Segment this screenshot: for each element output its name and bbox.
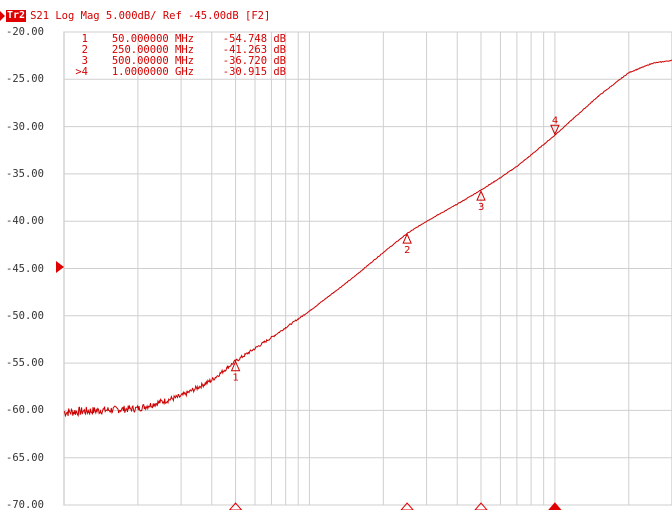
horizontal-gridlines (64, 31, 672, 506)
marker-row: 2 250.00000 MHz -41.263 dB (66, 45, 286, 56)
marker-value: -30.915 dB (222, 66, 286, 78)
marker-number: 2 (404, 245, 410, 256)
y-tick-label: -40.00 (6, 215, 44, 228)
y-tick-label: -35.00 (6, 167, 44, 180)
s21-trace (63, 59, 672, 418)
marker-triangle (230, 360, 241, 372)
y-tick-label: -60.00 (6, 404, 44, 417)
bottom-marker-layer (228, 502, 562, 510)
marker-number: 3 (478, 202, 484, 213)
bottom-marker-indicator (228, 502, 243, 510)
marker-frequency: 50.000000 MHz (111, 33, 194, 45)
marker-id: 2 (81, 44, 88, 56)
marker-number: 4 (552, 115, 558, 126)
marker-triangle (402, 232, 412, 244)
marker-id: 1 (81, 33, 88, 45)
marker-layer: 1 2 3 4 (230, 115, 560, 384)
y-tick-label: -50.00 (6, 309, 44, 322)
bottom-marker-indicator (548, 502, 562, 510)
marker-frequency: 1.0000000 GHz (111, 66, 194, 78)
marker-triangle (550, 124, 560, 136)
bottom-marker-indicator (400, 502, 414, 510)
y-tick-label: -45.00 (6, 262, 44, 275)
marker-number: 1 (233, 373, 239, 384)
vertical-gridlines (137, 32, 630, 505)
marker-triangle (476, 189, 486, 201)
marker-row: 1 50.000000 MHz -54.748 dB (66, 34, 286, 45)
marker-table: 1 50.000000 MHz -54.748 dB 2 250.00000 M… (66, 34, 286, 78)
marker-row: >4 1.0000000 GHz -30.915 dB (66, 67, 286, 78)
trace-badge[interactable]: Tr2 (6, 9, 27, 22)
y-tick-label: -20.00 (6, 26, 44, 38)
active-trace-arrow-icon (0, 10, 5, 21)
reference-level-arrow[interactable] (56, 261, 64, 273)
marker-value: -41.263 dB (222, 44, 286, 56)
trace-header[interactable]: Tr2 S21 Log Mag 5.000dB/ Ref -45.00dB [F… (0, 9, 270, 22)
marker-row: 3 500.00000 MHz -36.720 dB (66, 56, 286, 67)
y-tick-label: -25.00 (6, 73, 44, 86)
y-tick-label: -30.00 (6, 120, 44, 133)
y-tick-label: -70.00 (6, 499, 44, 511)
bottom-marker-indicator (474, 502, 488, 510)
y-tick-label: -55.00 (6, 357, 44, 370)
marker-id: >4 (75, 66, 88, 78)
marker-value: -36.720 dB (222, 55, 286, 67)
marker-id: 3 (81, 55, 88, 67)
trace-header-text: S21 Log Mag 5.000dB/ Ref -45.00dB [F2] (30, 9, 271, 22)
marker-value: -54.748 dB (222, 33, 286, 45)
marker-frequency: 500.00000 MHz (111, 55, 194, 67)
y-tick-label: -65.00 (6, 451, 44, 464)
marker-frequency: 250.00000 MHz (111, 44, 194, 56)
